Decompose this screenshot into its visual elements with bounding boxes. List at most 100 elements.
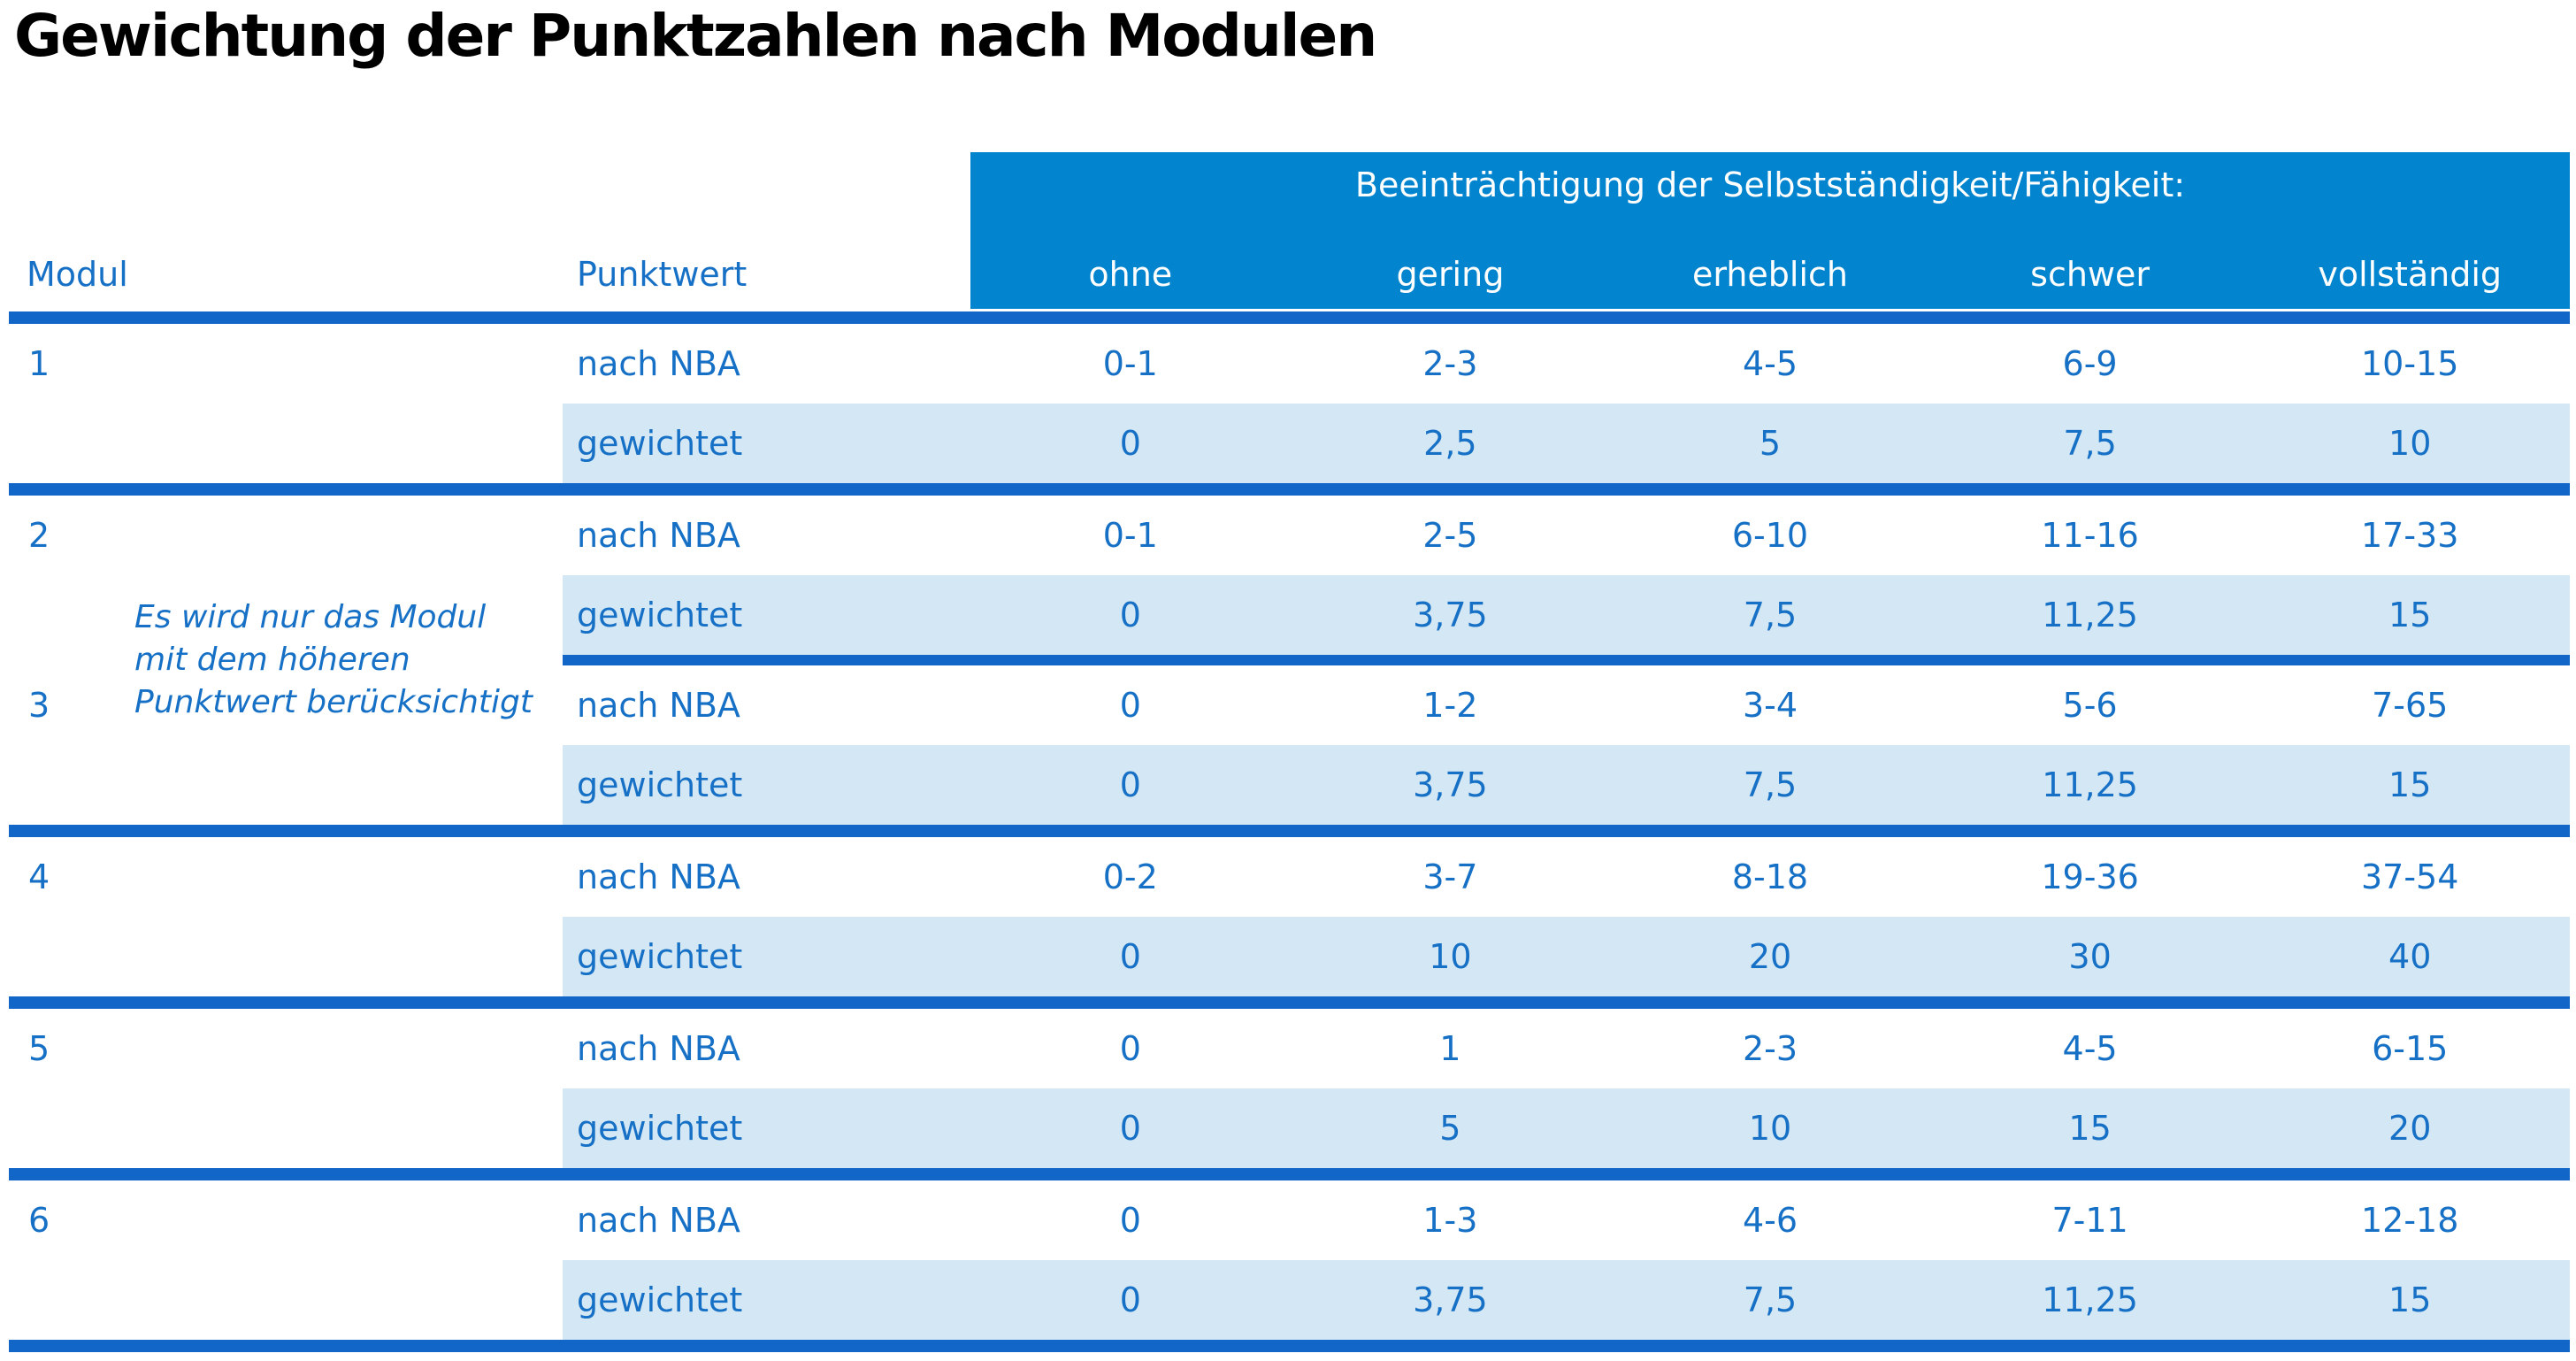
value-cell: 1-2: [1422, 686, 1478, 725]
value-cell: 7,5: [2063, 424, 2117, 463]
note-container: Es wird nur das Modul mit dem höheren Pu…: [9, 575, 563, 745]
impairment-band-title: Beeinträchtigung der Selbstständigkeit/F…: [1354, 165, 2186, 204]
value-cell: 2,5: [1423, 424, 1477, 463]
value-cell: 3-7: [1422, 857, 1478, 896]
module-group-1: 1 nach NBA 0-1 2-3 4-5 6-9 10-15 gewicht…: [9, 324, 2570, 483]
value-cell: 12-18: [2360, 1201, 2459, 1240]
row-label-weighted: gewichtet: [577, 424, 743, 463]
value-cell: 15: [2068, 1109, 2112, 1148]
partial-separator-rule: [563, 655, 2570, 665]
table-header: Modul Punktwert Beeinträchtigung der Sel…: [9, 152, 2570, 309]
value-cell: 7,5: [1743, 596, 1798, 634]
level-header-ohne: ohne: [1088, 255, 1173, 294]
value-cell: 0-1: [1102, 344, 1158, 383]
value-cell: 6-15: [2372, 1029, 2449, 1068]
row-label-weighted: gewichtet: [577, 937, 743, 976]
row-label-nba: nach NBA: [577, 857, 740, 896]
value-cell: 1: [1439, 1029, 1461, 1068]
module-number: 4: [28, 857, 50, 896]
module-column: 2 Es wird nur das Modul mit dem höheren …: [9, 496, 563, 825]
value-cell: 0: [1119, 1109, 1141, 1148]
value-cell: 20: [2388, 1109, 2432, 1148]
row-label-nba: nach NBA: [577, 686, 740, 725]
value-cell: 0: [1119, 686, 1141, 725]
value-cell: 0: [1119, 765, 1141, 804]
value-cell: 7-65: [2372, 686, 2449, 725]
value-cell: 10: [2388, 424, 2432, 463]
level-header-vollstaendig: vollständig: [2318, 255, 2503, 294]
value-cell: 10: [1429, 937, 1472, 976]
separator-rule: [9, 483, 2570, 496]
value-cell: 5: [1439, 1109, 1461, 1148]
separator-rule: [9, 825, 2570, 837]
note-text: Es wird nur das Modul mit dem höheren Pu…: [134, 599, 533, 720]
value-cell: 30: [2068, 937, 2112, 976]
value-cell: 7,5: [1743, 1280, 1798, 1319]
module-number: 2: [28, 516, 50, 555]
value-cell: 7-11: [2051, 1201, 2128, 1240]
value-cell: 0: [1119, 1201, 1141, 1240]
value-cell: 2-3: [1742, 1029, 1798, 1068]
nba-row: nach NBA 0-1 2-5 6-10 11-16 17-33: [563, 496, 2570, 575]
value-cell: 5-6: [2062, 686, 2118, 725]
row-label-nba: nach NBA: [577, 344, 740, 383]
value-cell: 0: [1119, 937, 1141, 976]
level-header-gering: gering: [1396, 255, 1505, 294]
value-cell: 10: [1748, 1109, 1792, 1148]
value-cell: 3,75: [1413, 765, 1488, 804]
weighted-row: gewichtet 0 5 10 15 20: [563, 1088, 2570, 1168]
value-cell: 7,5: [1743, 765, 1798, 804]
page-title: Gewichtung der Punktzahlen nach Modulen: [14, 2, 1377, 70]
row-label-weighted: gewichtet: [577, 765, 743, 804]
nba-row: nach NBA 0 1-2 3-4 5-6 7-65: [563, 665, 2570, 745]
value-cell: 6-9: [2062, 344, 2118, 383]
impairment-header-band: Beeinträchtigung der Selbstständigkeit/F…: [970, 152, 2570, 309]
value-cell: 3,75: [1413, 596, 1488, 634]
value-cell: 19-36: [2041, 857, 2139, 896]
nba-row: nach NBA 0 1-3 4-6 7-11 12-18: [563, 1180, 2570, 1260]
level-header-erheblich: erheblich: [1691, 255, 1848, 294]
value-cell: 11,25: [2042, 1280, 2138, 1319]
value-cell: 2-3: [1422, 344, 1478, 383]
value-cell: 3-4: [1742, 686, 1798, 725]
value-cell: 5: [1759, 424, 1782, 463]
module-group-5: 5 nach NBA 0 1 2-3 4-5 6-15 gewichtet 0 …: [9, 1009, 2570, 1168]
module-number: 3: [28, 686, 50, 725]
nba-row: nach NBA 0-1 2-3 4-5 6-9 10-15: [563, 324, 2570, 404]
weighted-row: gewichtet 0 3,75 7,5 11,25 15: [563, 745, 2570, 825]
separator-rule: [9, 311, 2570, 324]
column-header-punktwert: Punktwert: [577, 255, 748, 294]
value-cell: 11,25: [2042, 765, 2138, 804]
value-cell: 0: [1119, 596, 1141, 634]
column-header-modul: Modul: [27, 255, 128, 294]
row-label-weighted: gewichtet: [577, 1109, 743, 1148]
module-number: 1: [28, 344, 50, 383]
weighting-table: Modul Punktwert Beeinträchtigung der Sel…: [9, 152, 2570, 1352]
value-cell: 4-5: [2062, 1029, 2118, 1068]
module-group-4: 4 nach NBA 0-2 3-7 8-18 19-36 37-54 gewi…: [9, 837, 2570, 996]
module-column: 1: [9, 324, 563, 483]
value-cell: 2-5: [1422, 516, 1478, 555]
module-number: 5: [28, 1029, 50, 1068]
row-label-weighted: gewichtet: [577, 596, 743, 634]
value-cell: 0: [1119, 1280, 1141, 1319]
weighted-row: gewichtet 0 3,75 7,5 11,25 15: [563, 1260, 2570, 1340]
value-cell: 6-10: [1731, 516, 1809, 555]
value-cell: 3,75: [1413, 1280, 1488, 1319]
module-group-2-3: 2 Es wird nur das Modul mit dem höheren …: [9, 496, 2570, 825]
value-cell: 15: [2388, 1280, 2432, 1319]
value-cell: 0-1: [1102, 516, 1158, 555]
separator-rule: [9, 1168, 2570, 1180]
value-cell: 37-54: [2360, 857, 2459, 896]
row-label-nba: nach NBA: [577, 1201, 740, 1240]
separator-rule: [9, 1340, 2570, 1352]
impairment-levels: ohne gering erheblich schwer vollständig: [970, 252, 2570, 296]
value-cell: 8-18: [1731, 857, 1809, 896]
value-cell: 0: [1119, 1029, 1141, 1068]
value-cell: 15: [2388, 765, 2432, 804]
module-number: 6: [28, 1201, 50, 1240]
value-cell: 15: [2388, 596, 2432, 634]
value-cell: 20: [1748, 937, 1792, 976]
value-cell: 0: [1119, 424, 1141, 463]
weighted-row: gewichtet 0 2,5 5 7,5 10: [563, 404, 2570, 483]
